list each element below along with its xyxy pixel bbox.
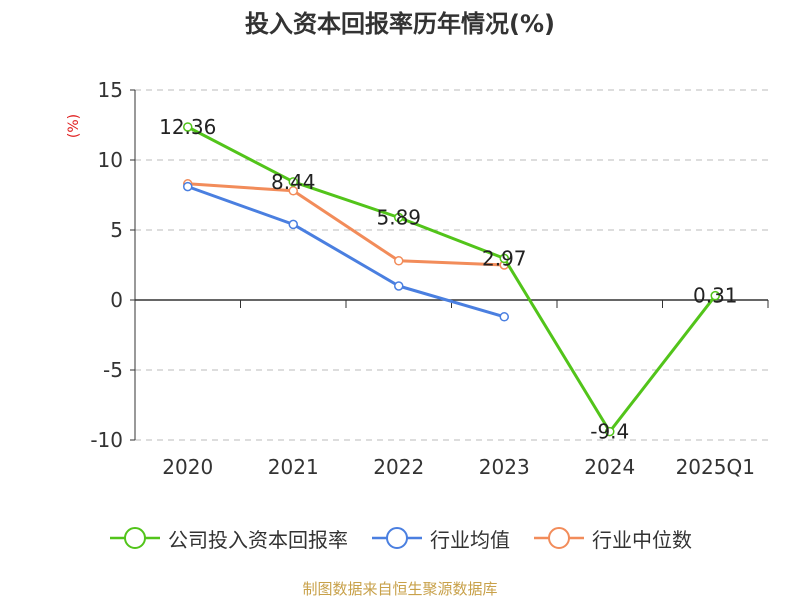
data-point xyxy=(183,122,193,132)
x-tick-label: 2023 xyxy=(479,455,530,479)
x-tick-label: 2020 xyxy=(162,455,213,479)
y-axis-label: (%) xyxy=(66,114,82,138)
data-point xyxy=(394,256,404,266)
legend-item[interactable]: 行业中位数 xyxy=(532,524,692,553)
data-point xyxy=(499,253,509,264)
data-point xyxy=(605,426,615,437)
data-label: 5.89 xyxy=(376,206,421,230)
data-label: 12.36 xyxy=(159,115,216,139)
source-footer: 制图数据来自恒生聚源数据库 xyxy=(302,580,498,598)
y-tick-label: 0 xyxy=(110,288,123,312)
data-point xyxy=(710,290,720,301)
data-label: 8.44 xyxy=(271,170,316,194)
legend-label: 行业中位数 xyxy=(592,527,692,552)
series-line-0 xyxy=(187,125,717,434)
data-point xyxy=(288,186,298,196)
chart-title: 投入资本回报率历年情况(%) xyxy=(245,10,555,38)
data-point xyxy=(288,219,298,230)
x-tick-label: 2021 xyxy=(268,455,319,479)
y-tick-label: 15 xyxy=(98,78,123,102)
legend-swatch xyxy=(534,527,584,549)
data-point xyxy=(288,177,298,187)
data-point xyxy=(499,312,509,322)
data-label: -9.4 xyxy=(590,420,629,444)
series-line-1 xyxy=(187,185,505,319)
legend-label: 行业均值 xyxy=(430,527,510,552)
y-tick-label: 5 xyxy=(110,218,123,242)
legend-swatch xyxy=(110,527,160,549)
data-point xyxy=(394,212,404,223)
legend-swatch xyxy=(372,527,422,549)
series-line-2 xyxy=(187,182,505,267)
y-tick-label: -5 xyxy=(103,358,123,382)
data-point xyxy=(183,181,193,192)
data-label: 2.97 xyxy=(482,246,527,270)
legend-item[interactable]: 行业均值 xyxy=(370,524,510,553)
x-tick-label: 2025Q1 xyxy=(676,455,755,479)
legend-item[interactable]: 公司投入资本回报率 xyxy=(108,524,348,553)
y-tick-label: 10 xyxy=(98,148,123,172)
data-label: 0.31 xyxy=(693,284,738,308)
x-tick-label: 2022 xyxy=(373,455,424,479)
data-point xyxy=(394,281,404,291)
y-tick-label: -10 xyxy=(90,428,123,452)
legend-label: 公司投入资本回报率 xyxy=(168,527,348,552)
grid-lines xyxy=(135,89,768,441)
legend: 公司投入资本回报率 行业均值 行业中位数 xyxy=(0,518,800,558)
data-labels: 12.36 8.44 5.89 2.97 -9.4 0.31 xyxy=(159,115,737,444)
x-tick-label: 2024 xyxy=(584,455,635,479)
series-lines xyxy=(183,122,720,437)
